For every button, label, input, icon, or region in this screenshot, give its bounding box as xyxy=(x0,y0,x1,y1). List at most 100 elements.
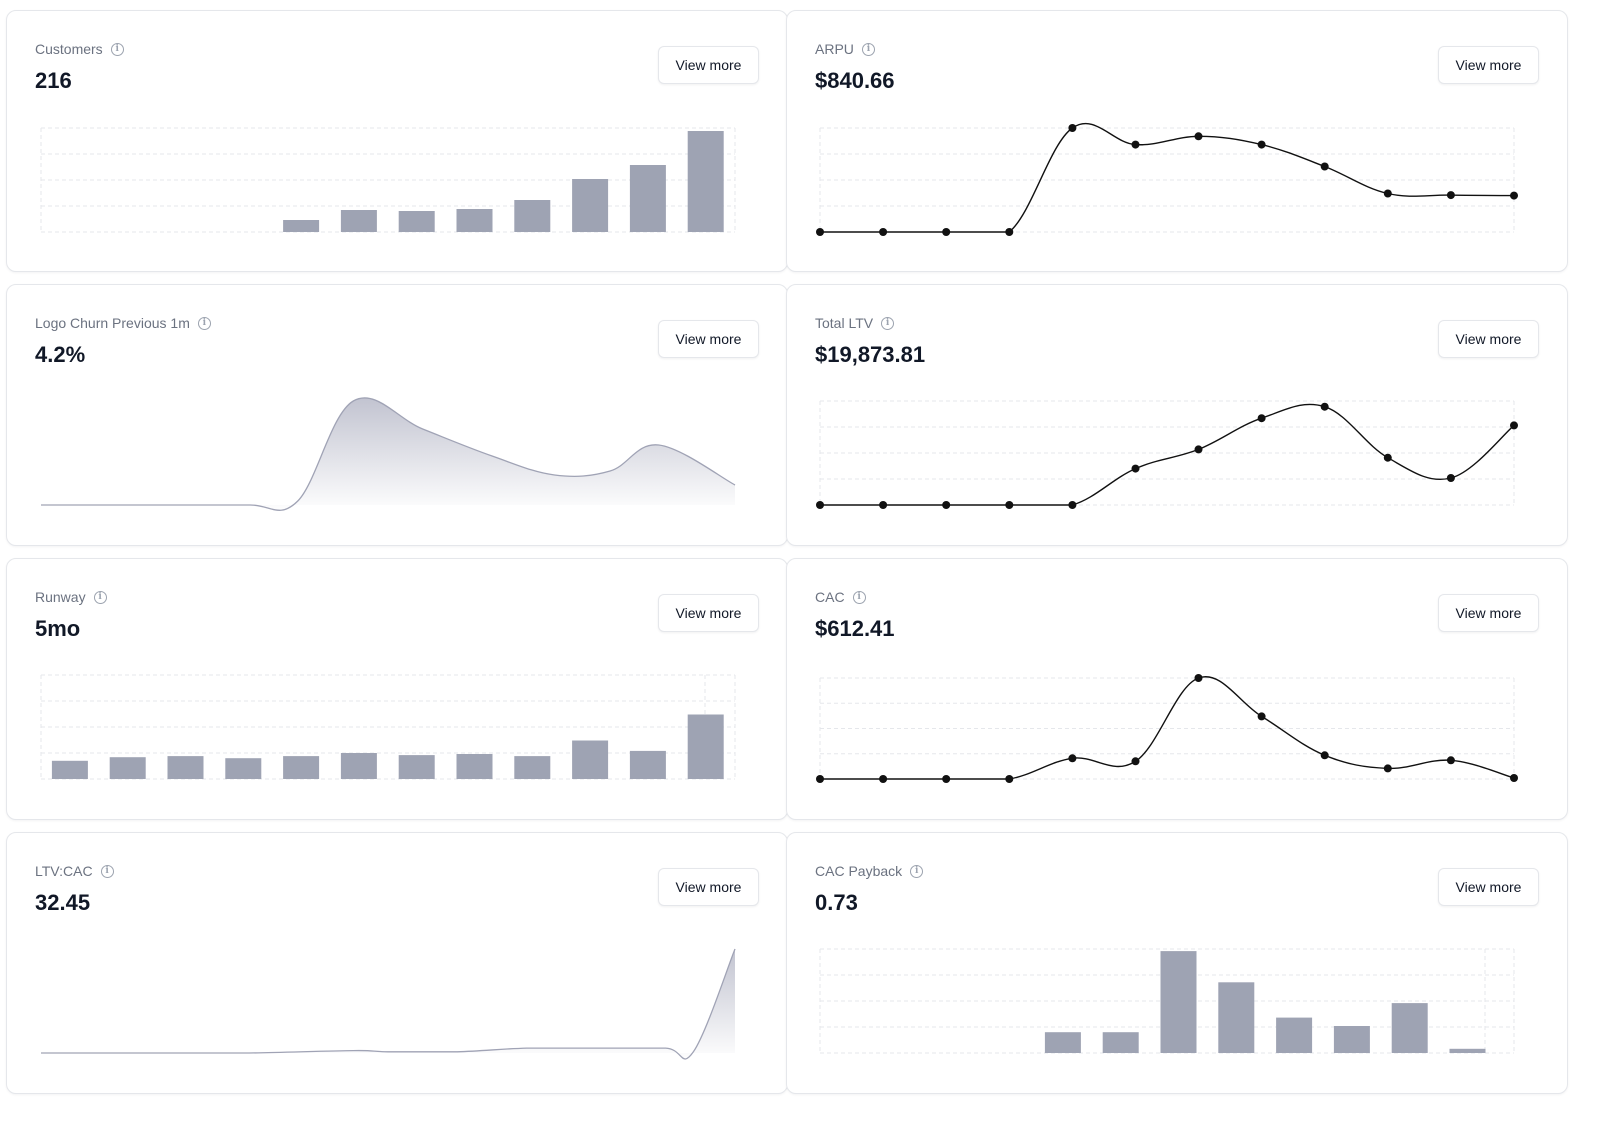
view-more-button[interactable]: View more xyxy=(1438,868,1539,906)
chart-line xyxy=(820,122,1515,233)
logo-churn-chart xyxy=(41,397,736,511)
chart-bar xyxy=(283,756,320,779)
view-more-button[interactable]: View more xyxy=(658,46,759,84)
view-more-button[interactable]: View more xyxy=(1438,594,1539,632)
chart-point xyxy=(1446,474,1455,482)
chart-point xyxy=(1257,140,1266,149)
metric-value: 0.73 xyxy=(815,890,858,915)
chart-point xyxy=(1068,754,1077,763)
chart-grid xyxy=(40,127,736,233)
chart-bar xyxy=(1160,951,1197,1053)
cac-payback-card: CAC Payback i 0.73 View more xyxy=(786,832,1568,1094)
chart-point xyxy=(1257,414,1266,423)
chart-point xyxy=(816,775,824,783)
customers-card: Customers i 216 View more xyxy=(6,10,788,272)
chart-bar xyxy=(1218,982,1255,1053)
chart-area-line xyxy=(41,948,736,1060)
total-ltv-chart xyxy=(816,400,1518,509)
chart-point xyxy=(1005,501,1014,509)
chart-bar xyxy=(283,220,320,232)
view-more-button[interactable]: View more xyxy=(658,594,759,632)
info-icon[interactable]: i xyxy=(861,42,875,56)
view-more-button[interactable]: View more xyxy=(658,868,759,906)
card-title: Total LTV xyxy=(815,315,874,331)
chart-point xyxy=(1320,751,1329,760)
chart-point xyxy=(879,501,888,509)
info-icon[interactable]: i xyxy=(100,864,114,878)
metric-value: 216 xyxy=(35,68,72,93)
cac-chart xyxy=(816,674,1518,783)
chart-point xyxy=(879,775,888,783)
info-icon[interactable]: i xyxy=(910,864,924,878)
cac-payback-chart xyxy=(819,948,1515,1054)
info-icon[interactable]: i xyxy=(110,42,124,56)
chart-point xyxy=(1068,501,1077,509)
metric-value: 4.2% xyxy=(35,342,86,367)
chart-bar xyxy=(398,755,435,779)
chart-bar xyxy=(225,758,262,779)
chart-bar xyxy=(1391,1003,1428,1053)
metric-value: 5mo xyxy=(35,616,81,641)
chart-line xyxy=(820,403,1515,506)
chart-bar xyxy=(687,714,724,779)
view-more-button[interactable]: View more xyxy=(658,320,759,358)
metric-value: $612.41 xyxy=(815,616,895,641)
chart-area-line xyxy=(41,397,736,511)
chart-bar xyxy=(572,740,609,779)
chart-bar xyxy=(340,753,377,779)
card-title: LTV:CAC xyxy=(35,863,93,879)
chart-bar xyxy=(109,757,146,779)
arpu-card: ARPU i $840.66 View more xyxy=(786,10,1568,272)
chart-point xyxy=(879,228,888,236)
cac-card: CAC i $612.41 View more xyxy=(786,558,1568,820)
metric-value: 32.45 xyxy=(35,890,91,915)
view-more-button[interactable]: View more xyxy=(1438,46,1539,84)
ltv-cac-card: LTV:CAC i 32.45 View more xyxy=(6,832,788,1094)
view-more-button[interactable]: View more xyxy=(1438,320,1539,358)
chart-point xyxy=(1068,124,1077,132)
chart-grid xyxy=(819,677,1515,780)
total-ltv-card: Total LTV i $19,873.81 View more xyxy=(786,284,1568,546)
chart-bar xyxy=(167,756,204,779)
info-icon[interactable]: i xyxy=(197,316,211,330)
chart-point xyxy=(816,501,824,509)
chart-bar xyxy=(514,756,551,779)
chart-bar xyxy=(456,754,493,779)
info-icon[interactable]: i xyxy=(93,590,107,604)
chart-bar xyxy=(687,131,724,232)
metric-value: $840.66 xyxy=(815,68,895,93)
card-title: ARPU xyxy=(815,41,854,57)
chart-point xyxy=(1320,402,1329,411)
chart-point xyxy=(1005,775,1014,783)
customers-chart xyxy=(40,127,736,233)
chart-bar xyxy=(514,200,551,232)
ltv-cac-chart xyxy=(41,948,736,1060)
logo-churn-card: Logo Churn Previous 1m i 4.2% View more xyxy=(6,284,788,546)
chart-point xyxy=(1510,774,1518,782)
chart-line xyxy=(820,676,1515,780)
chart-bar xyxy=(629,750,666,779)
chart-bar xyxy=(340,210,377,232)
chart-point xyxy=(1320,162,1329,171)
chart-point xyxy=(1383,764,1392,773)
chart-point xyxy=(1194,132,1203,141)
chart-point xyxy=(1510,191,1518,200)
chart-area xyxy=(41,949,735,1059)
info-icon[interactable]: i xyxy=(881,316,895,330)
chart-point xyxy=(1510,421,1518,430)
chart-point xyxy=(1446,756,1455,765)
chart-bar xyxy=(629,165,666,232)
arpu-chart xyxy=(816,122,1518,236)
chart-bar xyxy=(51,760,88,779)
chart-bar xyxy=(1449,1048,1486,1053)
chart-point xyxy=(942,501,951,509)
chart-point xyxy=(1194,445,1203,454)
chart-bar xyxy=(398,211,435,232)
info-icon[interactable]: i xyxy=(852,590,866,604)
chart-grid xyxy=(819,400,1515,506)
card-title: CAC xyxy=(815,589,845,605)
chart-bar xyxy=(1044,1032,1081,1053)
chart-point xyxy=(942,228,951,236)
card-title: Customers xyxy=(35,41,103,57)
